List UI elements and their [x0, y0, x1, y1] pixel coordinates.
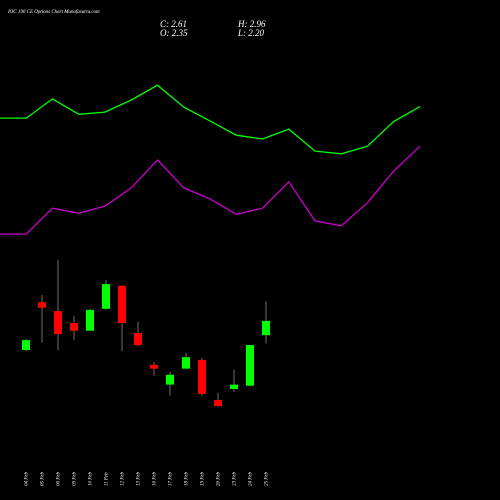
x-tick-label: 06 Feb — [57, 471, 62, 486]
x-tick-label: 13 Feb — [137, 471, 142, 486]
x-tick-label: 10 Feb — [89, 471, 94, 486]
candle-body — [198, 359, 206, 394]
x-tick-label: 16 Feb — [153, 471, 158, 486]
chart-title: IOC 190 CE Options Chart Munafasutra.com — [7, 10, 100, 15]
x-tick-label: 18 Feb — [185, 471, 190, 486]
candle-body — [86, 309, 94, 331]
x-tick-label: 24 Feb — [249, 471, 254, 486]
low-label: L: 2.20 — [237, 28, 265, 38]
high-label: H: 2.96 — [237, 19, 266, 29]
candle-body — [182, 357, 190, 369]
candle-body — [70, 323, 78, 331]
close-label: C: 2.61 — [160, 19, 187, 29]
x-tick-label: 05 Feb — [41, 471, 46, 486]
x-tick-label: 19 Feb — [201, 471, 206, 486]
candle-body — [246, 345, 254, 386]
x-tick-label: 12 Feb — [121, 471, 126, 486]
candle-body — [118, 285, 126, 324]
candle-body — [262, 320, 270, 336]
x-tick-label: 25 Feb — [265, 471, 270, 486]
x-tick-label: 20 Feb — [217, 471, 222, 486]
open-label: O: 2.35 — [160, 28, 188, 38]
x-tick-label: 17 Feb — [169, 471, 174, 486]
indicator-line — [0, 145, 421, 235]
candle-body — [150, 364, 158, 369]
candle-body — [214, 400, 222, 407]
candle-body — [22, 340, 30, 350]
x-tick-label: 23 Feb — [233, 471, 238, 486]
candle-body — [166, 374, 174, 385]
candle-body — [54, 310, 62, 335]
indicator-line — [0, 84, 421, 155]
x-tick-label: 11 Feb — [105, 472, 110, 486]
candle-body — [134, 332, 142, 346]
x-tick-label: 04 Feb — [25, 471, 30, 486]
candle-body — [38, 302, 46, 308]
candle-body — [230, 384, 238, 390]
x-tick-label: 09 Feb — [73, 471, 78, 486]
candle-body — [102, 284, 110, 309]
